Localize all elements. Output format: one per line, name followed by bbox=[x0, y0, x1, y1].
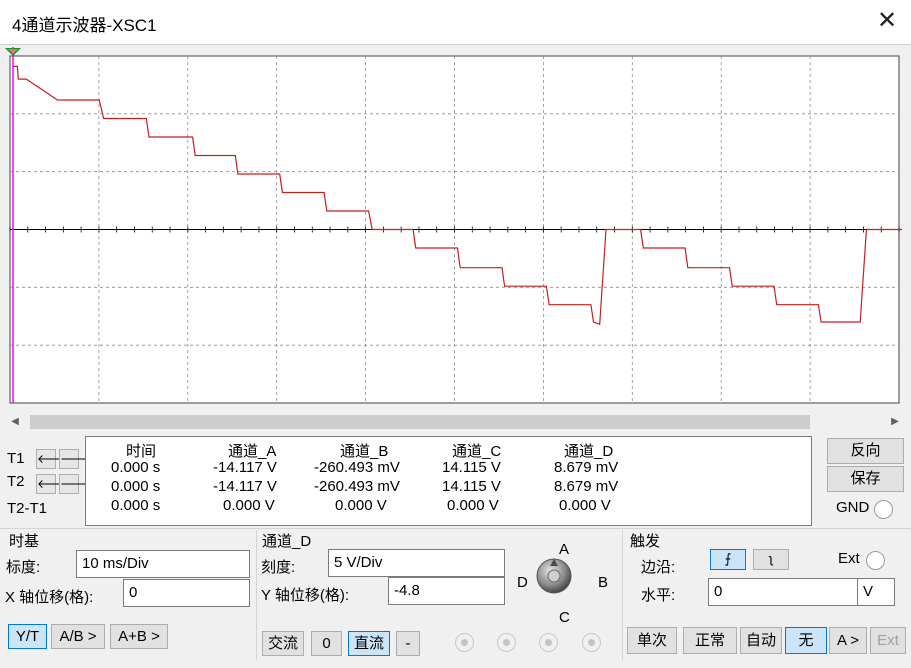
divider bbox=[0, 528, 911, 529]
knob-label-c: C bbox=[559, 609, 570, 626]
t2-channel-d: 8.679 mV bbox=[554, 478, 619, 495]
timebase-scale-field[interactable]: 10 ms/Div bbox=[76, 550, 250, 578]
header-channel-b: 通道_B bbox=[340, 443, 389, 460]
x-position-label: X 轴位移(格): bbox=[5, 589, 94, 606]
scope-grid bbox=[9, 56, 900, 403]
x-position-field[interactable]: 0 bbox=[123, 579, 250, 607]
trigger-level-label: 水平: bbox=[641, 587, 676, 604]
channel-scale-field[interactable]: 5 V/Div bbox=[328, 549, 505, 577]
knob-label-b: B bbox=[598, 574, 609, 591]
trigger-source-a-button[interactable]: A > bbox=[829, 627, 867, 654]
channel-radio-3 bbox=[539, 633, 558, 652]
t2-channel-b: -260.493 mV bbox=[314, 478, 400, 495]
diff-channel-a: 0.000 V bbox=[223, 497, 275, 514]
t2-left-arrow-icon[interactable]: 🡐 bbox=[36, 474, 69, 494]
divider bbox=[256, 530, 257, 660]
t1-label: T1 bbox=[7, 450, 25, 467]
window-title: 4通道示波器-XSC1 bbox=[12, 16, 157, 35]
t2-channel-c: 14.115 V bbox=[442, 478, 501, 495]
minus-coupling-button[interactable]: - bbox=[396, 631, 420, 656]
gnd-label: GND bbox=[836, 499, 870, 516]
measurement-readout: 时间 通道_A 通道_B 通道_C 通道_D 0.000 s -14.117 V… bbox=[85, 436, 812, 526]
scroll-left-icon[interactable]: ◀ bbox=[11, 416, 19, 427]
close-icon[interactable]: ✕ bbox=[876, 7, 898, 34]
trigger-ext-button: Ext bbox=[870, 627, 906, 654]
channel-trace bbox=[13, 65, 902, 326]
ab-mode-button[interactable]: A/B > bbox=[51, 624, 105, 649]
timebase-title: 时基 bbox=[9, 533, 40, 550]
header-channel-d: 通道_D bbox=[564, 443, 614, 460]
y-position-field[interactable]: -4.8 bbox=[388, 577, 505, 605]
channel-title: 通道_D bbox=[262, 533, 312, 550]
title-bar: 4通道示波器-XSC1 ✕ bbox=[0, 0, 911, 45]
scroll-thumb[interactable] bbox=[30, 415, 810, 429]
t2-time: 0.000 s bbox=[111, 478, 161, 495]
a-plus-b-mode-button[interactable]: A+B > bbox=[110, 624, 168, 649]
trigger-ext-label: Ext bbox=[838, 550, 860, 567]
diff-channel-d: 0.000 V bbox=[559, 497, 611, 514]
t1-channel-d: 8.679 mV bbox=[554, 459, 619, 476]
trigger-level-unit[interactable]: V bbox=[857, 578, 895, 606]
t1-left-arrow-icon[interactable]: 🡐 bbox=[36, 449, 69, 469]
y-position-label: Y 轴位移(格): bbox=[261, 587, 350, 604]
normal-trigger-button[interactable]: 正常 bbox=[683, 627, 737, 654]
scroll-right-icon[interactable]: ▶ bbox=[891, 416, 899, 427]
channel-scale-label: 刻度: bbox=[261, 559, 296, 576]
reverse-button[interactable]: 反向 bbox=[827, 438, 904, 464]
divider bbox=[622, 530, 623, 660]
save-button[interactable]: 保存 bbox=[827, 466, 904, 492]
t1-channel-a: -14.117 V bbox=[213, 459, 277, 476]
t2-t1-label: T2-T1 bbox=[7, 500, 48, 517]
diff-channel-b: 0.000 V bbox=[335, 497, 387, 514]
gnd-radio[interactable] bbox=[874, 500, 893, 519]
header-time: 时间 bbox=[126, 443, 157, 460]
channel-radio-2 bbox=[497, 633, 516, 652]
t1-right-arrow-icon[interactable]: 🡒 bbox=[59, 449, 92, 469]
auto-trigger-button[interactable]: 自动 bbox=[740, 627, 782, 654]
falling-edge-icon[interactable]: ʅ bbox=[753, 549, 789, 570]
diff-time: 0.000 s bbox=[111, 497, 161, 514]
dc-coupling-button[interactable]: 直流 bbox=[348, 631, 390, 656]
single-trigger-button[interactable]: 单次 bbox=[627, 627, 677, 654]
horizontal-scrollbar[interactable]: ◀ ▶ bbox=[4, 412, 906, 432]
trigger-title: 触发 bbox=[630, 533, 661, 550]
channel-selector-knob-icon[interactable] bbox=[534, 556, 574, 596]
t2-right-arrow-icon[interactable]: 🡒 bbox=[59, 474, 92, 494]
trigger-edge-label: 边沿: bbox=[641, 559, 676, 576]
channel-radio-4 bbox=[582, 633, 601, 652]
t1-channel-c: 14.115 V bbox=[442, 459, 501, 476]
knob-label-d: D bbox=[517, 574, 528, 591]
t2-channel-a: -14.117 V bbox=[213, 478, 277, 495]
t1-channel-b: -260.493 mV bbox=[314, 459, 400, 476]
cursor-t2-handle-icon[interactable] bbox=[8, 49, 18, 54]
t2-label: T2 bbox=[7, 473, 25, 490]
none-trigger-button[interactable]: 无 bbox=[785, 627, 827, 654]
diff-channel-c: 0.000 V bbox=[447, 497, 499, 514]
channel-radio-1 bbox=[455, 633, 474, 652]
timebase-scale-label: 标度: bbox=[6, 559, 41, 576]
zero-coupling-button[interactable]: 0 bbox=[311, 631, 342, 656]
header-channel-a: 通道_A bbox=[228, 443, 277, 460]
ac-coupling-button[interactable]: 交流 bbox=[262, 631, 304, 656]
yt-mode-button[interactable]: Y/T bbox=[8, 624, 47, 649]
header-channel-c: 通道_C bbox=[452, 443, 502, 460]
scope-svg bbox=[5, 47, 902, 404]
trigger-level-field[interactable]: 0 bbox=[708, 578, 858, 606]
trigger-ext-radio[interactable] bbox=[866, 551, 885, 570]
knob-label-a: A bbox=[559, 541, 570, 558]
rising-edge-icon[interactable]: ⨍ bbox=[710, 549, 746, 570]
t1-time: 0.000 s bbox=[111, 459, 161, 476]
